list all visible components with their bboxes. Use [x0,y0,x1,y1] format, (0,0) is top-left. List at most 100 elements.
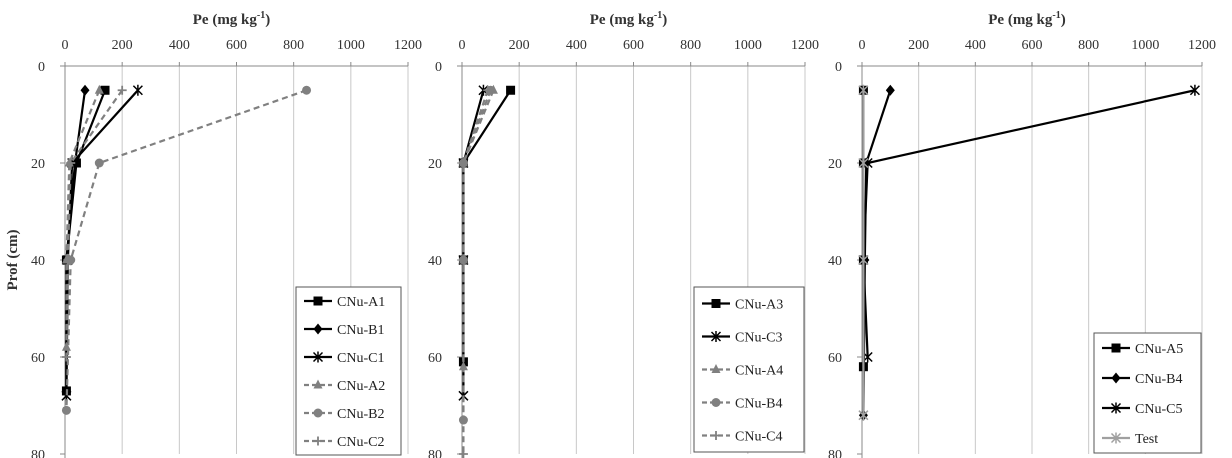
x-tick-label: 1000 [337,38,365,53]
y-tick-label: 60 [428,351,442,366]
data-point [458,158,468,168]
y-tick-label: 20 [428,157,442,172]
legend-marker [313,436,323,446]
legend-label: CNu-A3 [735,298,783,313]
legend-box [1093,332,1202,454]
data-point [117,85,127,95]
data-point [94,158,104,168]
data-point [506,85,516,95]
legend-label: CNu-A1 [337,295,385,310]
legend-marker [710,331,722,342]
y-tick-label: 40 [828,254,842,269]
series-cnu-c5 [858,84,1200,363]
legend: CNu-A1 CNu-B1 CNu-C1 CNu-A2 CNu-B2 CNu-C2 [295,286,402,456]
y-tick-label: 40 [31,254,45,269]
series-line [65,89,124,358]
y-tick-label: 80 [828,448,842,458]
series-line [65,89,139,396]
legend-label: CNu-A2 [337,379,385,394]
x-tick-label: 800 [1078,38,1099,53]
x-tick-label: 1200 [791,38,819,53]
y-tick-label: 40 [428,254,442,269]
legend-label: CNu-C2 [337,435,384,450]
x-tick-label: 600 [623,38,644,53]
x-tick-label: 800 [680,38,701,53]
legend-item: CNu-C1 [304,351,384,366]
legend-marker [711,431,721,440]
data-point [862,351,873,363]
legend-marker [711,299,721,308]
legend-item: CNu-C2 [304,435,384,450]
x-tick-label: 1000 [734,38,762,53]
data-point [61,352,71,362]
legend-marker [312,351,324,363]
legend: CNu-A3 CNu-C3 CNu-A4 CNu-B4 CNu-C4 [693,286,805,453]
legend-marker [711,364,721,373]
legend-marker [313,323,323,335]
x-tick-label: 200 [509,38,530,53]
x-tick-label: 400 [169,38,190,53]
x-tick-label: 0 [859,38,866,53]
x-tick-label: 200 [908,38,929,53]
series-cnu-a4 [458,84,498,371]
x-axis-title: Pe (mg kg-1) [193,10,271,28]
legend-item: CNu-A3 [702,298,783,313]
legend-marker [711,398,721,407]
series-line [65,89,107,391]
data-point [63,255,73,265]
legend-item: CNu-A4 [702,364,783,379]
data-point [61,405,71,415]
legend-item: CNu-C4 [702,430,782,445]
series-test [858,84,869,421]
legend-marker [313,408,323,418]
x-axis-title: Pe (mg kg-1) [988,10,1066,28]
legend-marker [313,296,323,306]
y-tick-label: 60 [828,351,842,366]
legend-item: CNu-B4 [702,397,782,412]
series-cnu-a3 [458,85,516,367]
legend-item: CNu-A2 [304,379,385,394]
x-tick-label: 1200 [394,38,422,53]
legend-marker [1110,402,1122,414]
x-axis-title: Pe (mg kg-1) [590,10,668,28]
legend-label: CNu-B4 [735,397,782,412]
data-point [858,254,869,266]
x-tick-label: 0 [62,38,69,53]
legend-item: CNu-A5 [1102,342,1183,357]
legend-item: CNu-A1 [304,295,385,310]
x-tick-label: 1200 [1188,38,1216,53]
series-line [65,89,307,411]
x-tick-label: 200 [112,38,133,53]
x-tick-label: 800 [283,38,304,53]
legend-box [295,286,402,456]
y-tick-label: 60 [31,351,45,366]
legend: CNu-A5 CNu-B4 CNu-C5 Test [1093,332,1202,454]
data-point [458,449,468,458]
legend-label: CNu-A5 [1135,342,1183,357]
x-tick-label: 400 [965,38,986,53]
series-cnu-c4 [458,85,493,458]
data-point [858,157,869,169]
x-tick-label: 600 [226,38,247,53]
y-tick-label: 20 [31,157,45,172]
legend-item: CNu-B1 [304,323,384,338]
legend-label: Test [1135,432,1158,447]
legend-marker [1111,343,1121,353]
data-point [100,85,110,95]
y-tick-label: 0 [38,60,45,75]
x-tick-label: 600 [1022,38,1043,53]
chart-panel-2: 0 200 400 600 800 1000 1200 0 20 40 60 80 Pe (mg kg-… [428,10,819,458]
data-point [80,84,90,96]
data-point [132,84,143,96]
legend-label: CNu-B4 [1135,372,1182,387]
data-point [885,84,895,96]
legend-marker [1111,372,1121,384]
data-point [858,409,869,421]
y-tick-label: 80 [428,448,442,458]
series-line [862,89,1196,358]
data-point [94,84,104,94]
y-axis-label: Prof (cm) [5,230,21,291]
series-line [462,89,495,367]
legend-label: CNu-C3 [735,331,782,346]
